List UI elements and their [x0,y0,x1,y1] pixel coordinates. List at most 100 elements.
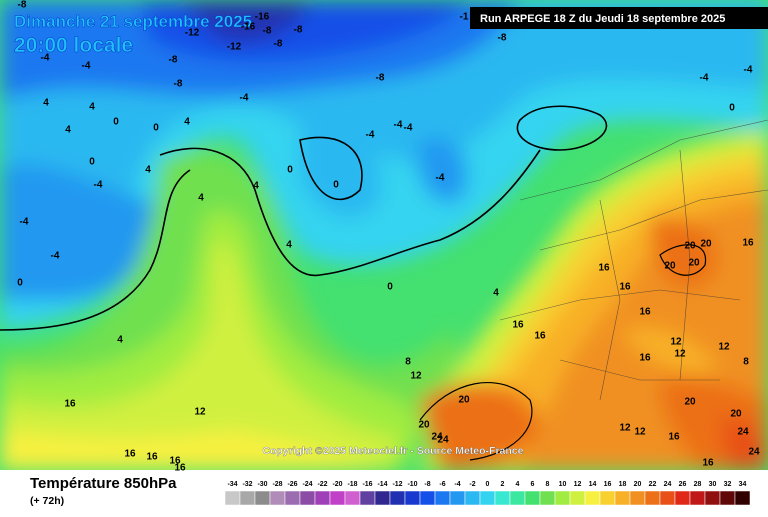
contour-label: 0 [387,282,393,293]
scale-swatch [314,490,331,506]
scale-swatch [389,490,406,506]
scale-label: 16 [604,481,612,488]
scale-swatch [449,490,466,506]
contour-label: 12 [670,337,682,348]
contour-label: 0 [729,103,735,114]
scale-label: 2 [501,481,505,488]
borders [499,119,768,401]
scale-label: 10 [559,481,567,488]
contour-label: 0 [333,180,339,191]
contour-label: -4 [700,73,709,84]
contour-label: 20 [730,409,742,420]
scale-swatch [344,490,361,506]
contour-label: 24 [737,427,749,438]
scale-label: -20 [332,481,342,488]
scale-label: -30 [257,481,267,488]
contour-label: 16 [64,399,76,410]
scale-label: 20 [634,481,642,488]
scale-swatch [659,490,676,506]
contour-label: 16 [169,456,181,467]
contour-label: -4 [82,61,91,72]
scale-swatch [254,490,271,506]
contour-label: 4 [253,181,259,192]
scale-swatch [374,490,391,506]
scale-label: -8 [424,481,430,488]
contour-label: 16 [534,331,546,342]
contour-label: 16 [668,432,680,443]
contour-label: 20 [688,258,700,269]
scale-swatch [569,490,586,506]
scale-label: -34 [227,481,237,488]
contour-label: 4 [198,193,204,204]
scale-swatch [704,490,721,506]
contour-label: 0 [89,157,95,168]
contour-label: -4 [240,93,249,104]
scale-label: 32 [724,481,732,488]
scale-label: 28 [694,481,702,488]
scale-label: -6 [439,481,445,488]
scale-label: -28 [272,481,282,488]
scale-label: 22 [649,481,657,488]
scale-label: 14 [589,481,597,488]
legend-title: Température 850hPa [30,475,177,492]
scale-swatch [434,490,451,506]
contour-label: -8 [169,55,178,66]
contour-label: -16 [241,22,256,33]
contour-label: 16 [512,320,524,331]
contour-label: 16 [742,238,754,249]
scale-swatch [584,490,601,506]
scale-label: 4 [516,481,520,488]
scale-swatch [644,490,661,506]
contour-label: 8 [405,357,411,368]
contour-label: 12 [410,371,422,382]
contour-label: 16 [639,307,651,318]
coastlines [0,105,707,461]
contour-label: 12 [194,407,206,418]
scale-swatch [734,490,751,506]
scale-label: -32 [242,481,252,488]
contour-label: 0 [113,117,119,128]
contour-label: 0 [153,123,159,134]
scale-swatch [464,490,481,506]
scale-label: 30 [709,481,717,488]
contour-label: -4 [394,120,403,131]
scale-label: -14 [377,481,387,488]
scale-swatch [299,490,316,506]
scale-swatch [239,490,256,506]
contour-label: 24 [748,447,760,458]
scale-label: -10 [407,481,417,488]
scale-swatch [494,490,511,506]
forecast-time: 20:00 locale [14,34,133,57]
temperature-field [0,0,768,470]
contour-label: -8 [274,39,283,50]
scale-label: -16 [362,481,372,488]
scale-swatch [719,490,736,506]
scale-swatch [224,490,241,506]
scale-label: -4 [454,481,460,488]
contour-label: 12 [718,342,730,353]
scale-swatch [539,490,556,506]
run-info: Run ARPEGE 18 Z du Jeudi 18 septembre 20… [480,13,725,25]
contour-label: 16 [174,463,186,474]
scale-swatch [674,490,691,506]
scale-swatch [599,490,616,506]
scale-label: -26 [287,481,297,488]
contour-label: -12 [185,28,200,39]
contour-label: 16 [146,452,158,463]
scale-swatch [404,490,421,506]
contour-label: 16 [619,282,631,293]
contour-label: -4 [404,123,413,134]
scale-label: 0 [486,481,490,488]
scale-swatch [284,490,301,506]
scale-label: -12 [392,481,402,488]
contour-label: 16 [702,458,714,469]
contour-label: 20 [684,241,696,252]
contour-label: 4 [117,335,123,346]
contour-label: 12 [674,349,686,360]
scale-swatch [479,490,496,506]
scale-label: -22 [317,481,327,488]
contour-label: 16 [639,353,651,364]
contour-label: 24 [437,435,449,446]
contour-label: 12 [619,423,631,434]
scale-label: 34 [739,481,747,488]
